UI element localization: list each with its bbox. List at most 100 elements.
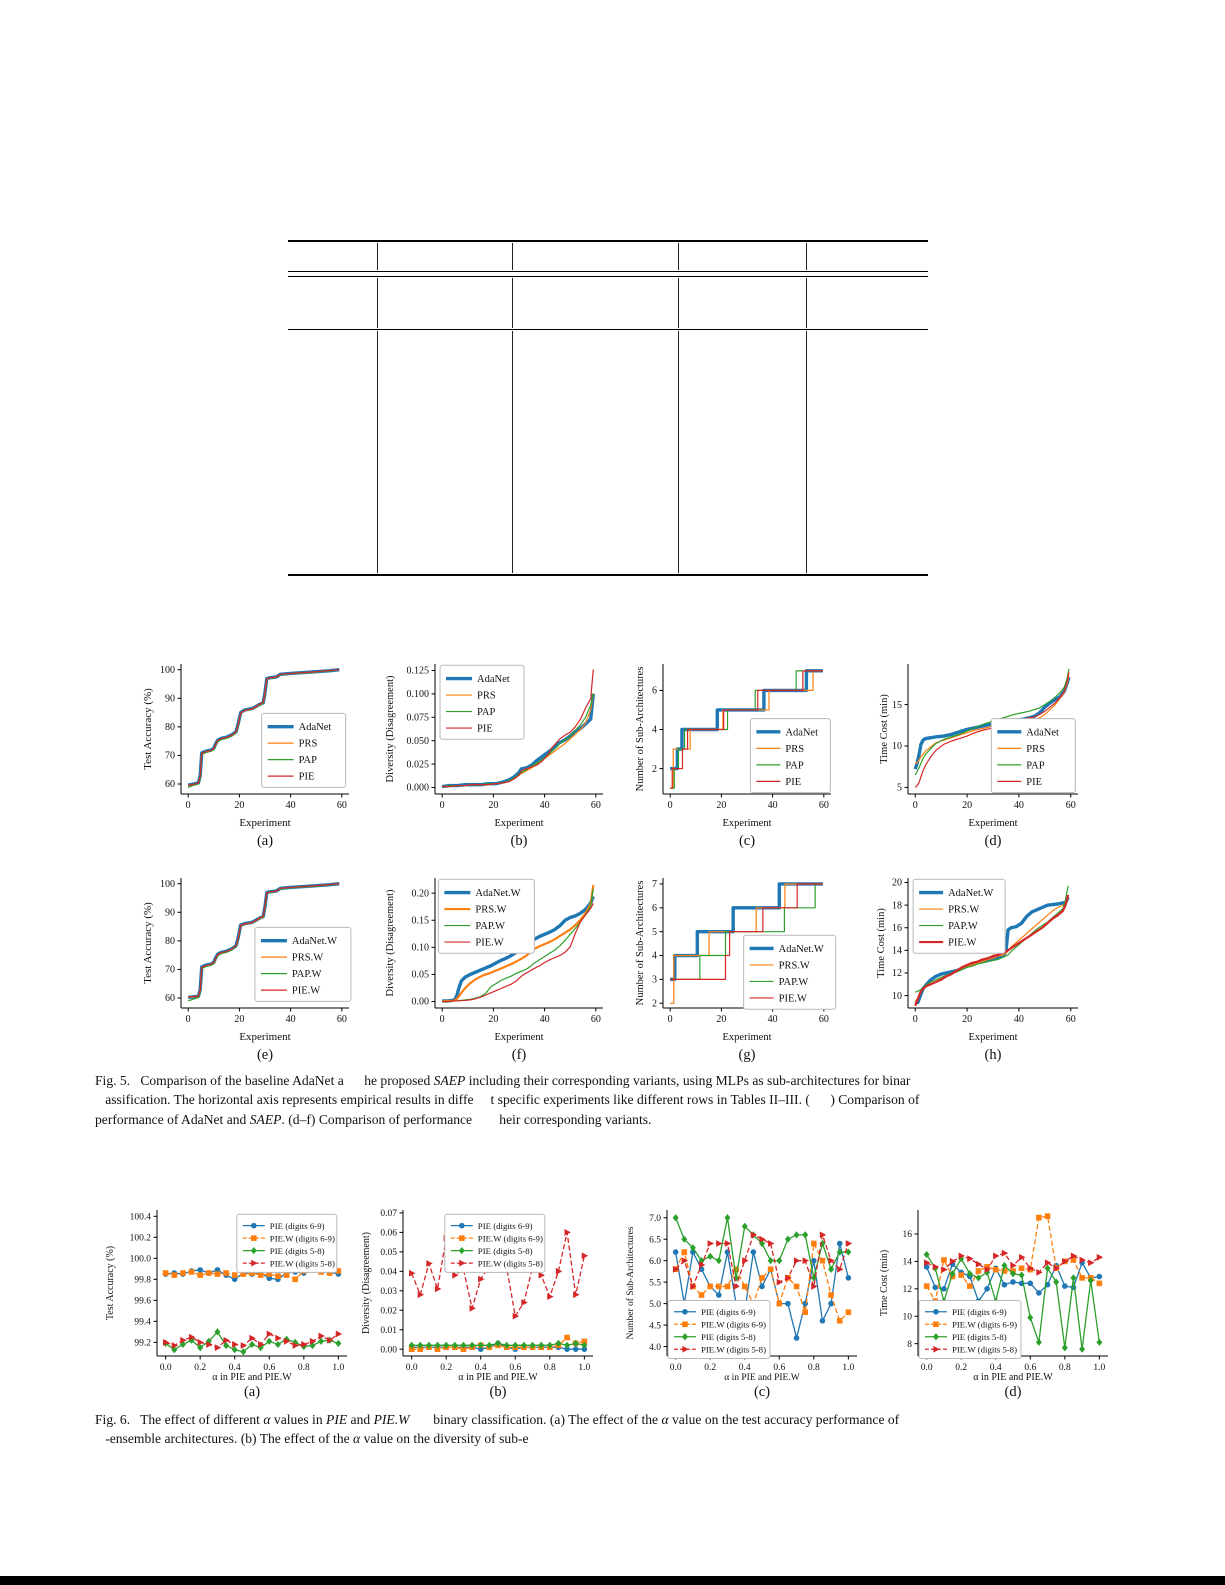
svg-text:4: 4	[652, 951, 657, 962]
svg-text:0.2: 0.2	[955, 1363, 967, 1373]
svg-text:α in PIE and PIE.W: α in PIE and PIE.W	[973, 1372, 1053, 1383]
svg-text:0.15: 0.15	[412, 915, 430, 926]
svg-text:PIE.W (digits 6-9): PIE.W (digits 6-9)	[952, 1320, 1017, 1330]
chart-fig5-b-diversity: 0 20 40 60 0.000 0.025 0.050 0.075 0.100 0.125 Exp…	[385, 664, 603, 829]
svg-text:PIE (digits 6-9): PIE (digits 6-9)	[952, 1307, 1007, 1317]
svg-text:AdaNet.W: AdaNet.W	[779, 944, 824, 955]
svg-text:40: 40	[540, 800, 550, 811]
svg-text:60: 60	[819, 1014, 829, 1025]
svg-text:PIE.W: PIE.W	[779, 993, 807, 1004]
table-col-divider	[377, 331, 378, 573]
svg-text:100: 100	[160, 879, 175, 890]
page-bottom-bar	[0, 1576, 1225, 1585]
svg-text:Number of Sub-Architectures: Number of Sub-Architectures	[635, 667, 646, 792]
svg-text:PIE.W (digits 6-9): PIE.W (digits 6-9)	[478, 1234, 543, 1244]
svg-text:14: 14	[892, 946, 902, 957]
svg-text:10: 10	[903, 1312, 913, 1322]
svg-text:99.2: 99.2	[134, 1339, 151, 1349]
svg-text:Experiment: Experiment	[723, 1032, 772, 1043]
svg-text:α in PIE and PIE.W: α in PIE and PIE.W	[212, 1372, 292, 1383]
svg-text:Number of Sub-Architectures: Number of Sub-Architectures	[635, 881, 646, 1006]
svg-text:40: 40	[540, 1014, 550, 1025]
svg-text:0.8: 0.8	[298, 1363, 310, 1373]
svg-text:0.2: 0.2	[440, 1363, 452, 1373]
table-rule-bottom	[288, 574, 928, 576]
table-col-divider	[377, 278, 378, 328]
svg-text:0.04: 0.04	[380, 1268, 397, 1278]
svg-text:PIE (digits 5-8): PIE (digits 5-8)	[701, 1332, 756, 1342]
svg-text:4.0: 4.0	[649, 1343, 661, 1353]
svg-text:Experiment: Experiment	[239, 1031, 290, 1043]
svg-text:PIE: PIE	[1026, 777, 1042, 788]
svg-text:AdaNet.W: AdaNet.W	[475, 888, 520, 899]
table-col-divider	[678, 331, 679, 573]
svg-text:2: 2	[652, 998, 657, 1009]
svg-text:20: 20	[716, 1014, 726, 1025]
svg-text:20: 20	[892, 878, 902, 889]
svg-text:70: 70	[165, 751, 175, 762]
svg-text:40: 40	[286, 800, 296, 811]
svg-text:0: 0	[440, 1014, 445, 1025]
svg-text:0.4: 0.4	[475, 1363, 487, 1373]
svg-text:0.0: 0.0	[670, 1363, 682, 1373]
svg-text:PIE: PIE	[299, 772, 315, 783]
svg-text:α in PIE and PIE.W: α in PIE and PIE.W	[458, 1372, 538, 1383]
subfig-label-c: (c)	[738, 833, 756, 849]
svg-text:90: 90	[165, 907, 175, 918]
svg-text:PAP: PAP	[477, 707, 495, 718]
table-col-divider	[806, 243, 807, 270]
svg-text:100.0: 100.0	[130, 1255, 152, 1265]
svg-text:Time Cost (min): Time Cost (min)	[879, 694, 890, 764]
subfig-label-b: (b)	[510, 833, 528, 849]
svg-text:PAP.W: PAP.W	[475, 921, 505, 932]
svg-text:100: 100	[160, 665, 175, 676]
svg-text:Time Cost (min): Time Cost (min)	[876, 908, 887, 978]
svg-text:7: 7	[652, 879, 657, 890]
svg-text:0.125: 0.125	[407, 666, 430, 677]
svg-text:Time Cost (min): Time Cost (min)	[879, 1250, 890, 1316]
svg-text:0: 0	[668, 800, 673, 811]
svg-text:7.0: 7.0	[649, 1214, 661, 1224]
svg-text:6.5: 6.5	[649, 1235, 661, 1245]
svg-text:100.4: 100.4	[130, 1213, 152, 1223]
svg-text:20: 20	[234, 800, 244, 811]
svg-text:Experiment: Experiment	[495, 818, 544, 829]
svg-text:60: 60	[165, 993, 175, 1004]
svg-text:PIE (digits 5-8): PIE (digits 5-8)	[952, 1332, 1007, 1342]
svg-text:0.050: 0.050	[407, 736, 430, 747]
svg-text:12: 12	[892, 968, 902, 979]
svg-text:PIE (digits 5-8): PIE (digits 5-8)	[270, 1246, 325, 1256]
svg-text:10: 10	[892, 741, 902, 752]
svg-text:PAP.W: PAP.W	[292, 969, 322, 980]
svg-text:20: 20	[488, 800, 498, 811]
svg-text:0: 0	[186, 1014, 191, 1025]
svg-text:AdaNet: AdaNet	[1026, 727, 1059, 738]
svg-text:PIE.W (digits 5-8): PIE.W (digits 5-8)	[952, 1345, 1017, 1355]
svg-text:70: 70	[165, 965, 175, 976]
svg-text:AdaNet.W: AdaNet.W	[292, 936, 337, 947]
svg-text:16: 16	[903, 1230, 913, 1240]
svg-text:Test Accuracy (%): Test Accuracy (%)	[142, 902, 154, 984]
svg-text:Diversity (Disagreement): Diversity (Disagreement)	[385, 889, 396, 997]
svg-text:PIE.W: PIE.W	[475, 937, 503, 948]
svg-text:AdaNet.W: AdaNet.W	[948, 888, 993, 899]
svg-text:PIE.W (digits 5-8): PIE.W (digits 5-8)	[701, 1345, 766, 1355]
svg-text:60: 60	[591, 800, 601, 811]
svg-text:5.0: 5.0	[649, 1300, 661, 1310]
svg-text:1.0: 1.0	[1093, 1363, 1105, 1373]
svg-text:PAP: PAP	[785, 760, 803, 771]
svg-text:0.00: 0.00	[380, 1345, 397, 1355]
svg-text:PRS: PRS	[477, 690, 496, 701]
subfig-label-f: (f)	[511, 1047, 527, 1063]
svg-text:0: 0	[440, 800, 445, 811]
svg-text:0.06: 0.06	[380, 1229, 397, 1239]
chart-fig5-d-time-cost: 0 20 40 60 5 10 15 Experiment Time Cost (min) Ada…	[879, 664, 1078, 829]
svg-text:1.0: 1.0	[332, 1363, 344, 1373]
svg-text:60: 60	[1066, 1014, 1076, 1025]
svg-text:PIE.W: PIE.W	[948, 937, 976, 948]
svg-text:PIE.W (digits 5-8): PIE.W (digits 5-8)	[478, 1259, 543, 1269]
svg-text:2: 2	[652, 764, 657, 775]
chart-fig6-a-test-accuracy-alpha: 0.0 0.2 0.4 0.6 0.8 1.0 99.2 99.4 99.6 99.8 100.0 1…	[105, 1210, 347, 1383]
svg-text:40: 40	[286, 1014, 296, 1025]
svg-text:PIE: PIE	[477, 723, 493, 734]
